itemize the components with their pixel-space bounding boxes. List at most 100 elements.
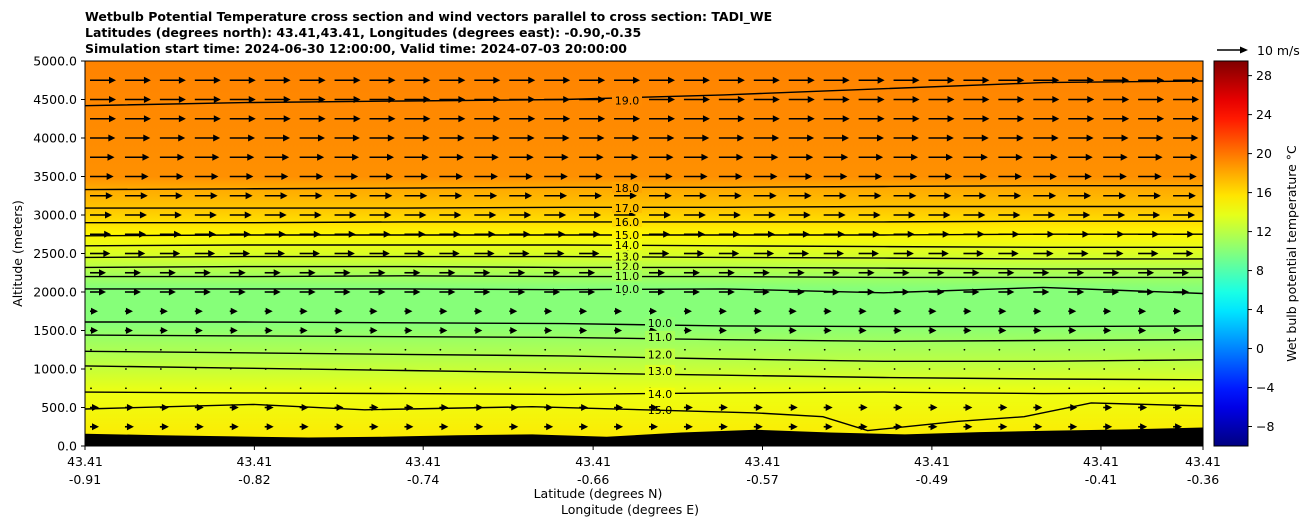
wind-vector [649,173,673,180]
wind-vector [334,134,360,142]
wind-vector [1068,115,1095,123]
wind-vector [90,76,116,84]
wind-vector [369,269,386,277]
wind-vector [264,423,274,431]
wind-vector [753,230,775,238]
wind-vector [474,250,495,257]
x-tick-label-lon: -0.74 [407,472,439,487]
wind-vector [194,307,203,315]
chart-title: Wetbulb Potential Temperature cross sect… [85,9,772,57]
x-tick-label-lat: 43.41 [236,454,272,469]
wind-vector [299,76,326,84]
wind-vector [1033,192,1057,200]
wind-vector [1103,423,1113,431]
wind-vector [124,288,141,296]
wind-vector [159,387,162,390]
wind-vector [1068,269,1085,277]
y-tick-label: 1000.0 [33,362,77,377]
contour-line [84,255,1203,260]
wind-vector [963,173,988,180]
wind-vector [334,423,344,431]
wind-vector [928,115,955,123]
wind-vector [998,134,1024,142]
x-tick-label-lon: -0.41 [1085,472,1117,487]
wind-vector [858,192,882,200]
wind-vector [998,269,1015,277]
wind-vector [788,404,798,411]
wind-vector [124,76,151,84]
wind-vector [928,387,931,390]
wind-vector [509,211,532,219]
wind-vector [229,76,256,84]
wind-vector [264,348,267,351]
wind-vector [858,368,861,370]
wind-vector [1068,288,1085,296]
wind-vector [369,76,396,84]
wind-vector [963,404,973,411]
wind-vector [439,134,465,142]
wind-vector [963,250,984,257]
wind-vector [683,250,705,257]
wind-vector [334,173,359,180]
wind-vector [334,211,357,219]
contour-label: 11.0 [615,270,640,283]
wind-vector [474,134,500,142]
plot-area: 19.018.017.016.015.014.013.012.011.010.0… [84,61,1204,446]
wind-vector [544,153,569,161]
wind-vector [823,269,840,277]
wind-vector [90,307,98,315]
wind-vector [614,327,623,334]
wind-vector [788,368,791,370]
wind-vector [893,173,918,180]
wind-vector [963,192,987,200]
wind-vector [439,288,456,296]
wind-vector [579,348,582,351]
wind-vector [509,173,533,180]
wind-vector [1068,387,1071,390]
wind-vector [788,173,813,180]
wind-vector [928,269,945,277]
wind-vector [299,211,322,219]
wind-vector [893,134,919,142]
wind-vector [229,153,255,161]
wind-vector [1138,387,1141,390]
wind-vector [1103,173,1127,180]
wind-vector [544,192,568,200]
wind-vector [823,134,850,142]
x-tick-label-lon: -0.36 [1187,472,1219,487]
x-tick-label-lat: 43.41 [405,454,441,469]
wind-vector [1068,423,1078,431]
wind-vector [893,368,896,370]
wind-vector [194,76,221,84]
wind-vector [649,192,672,200]
contours: 19.018.017.016.015.014.013.012.011.010.0… [84,80,1204,432]
wind-vector [90,423,99,431]
wind-vector [1033,96,1060,103]
wind-vector [1103,153,1128,161]
wind-vector [718,269,735,277]
wind-vector [1138,96,1165,103]
wind-vector [1033,387,1036,390]
wind-vector [1173,96,1200,103]
wind-vector [299,269,316,277]
wind-vector [1138,134,1164,142]
contour-label: 16.0 [615,216,640,229]
contour-line [85,286,1204,295]
wind-vector [788,423,798,431]
wind-vector [334,348,337,351]
wind-vector [1068,96,1095,103]
wind-vector [509,76,536,84]
wind-vector [858,327,867,334]
wind-vector [264,288,281,296]
wind-vector [753,250,775,257]
wind-vector [369,307,378,315]
wind-vector [404,250,425,257]
wind-vector [439,250,460,257]
contour-line [85,321,1204,328]
wind-vector [788,250,810,257]
x-tick-label-lat: 43.41 [1083,454,1119,469]
wind-vector [334,288,351,296]
wind-vector [229,115,256,123]
wind-vector [229,96,256,103]
contour-line [84,265,1203,270]
